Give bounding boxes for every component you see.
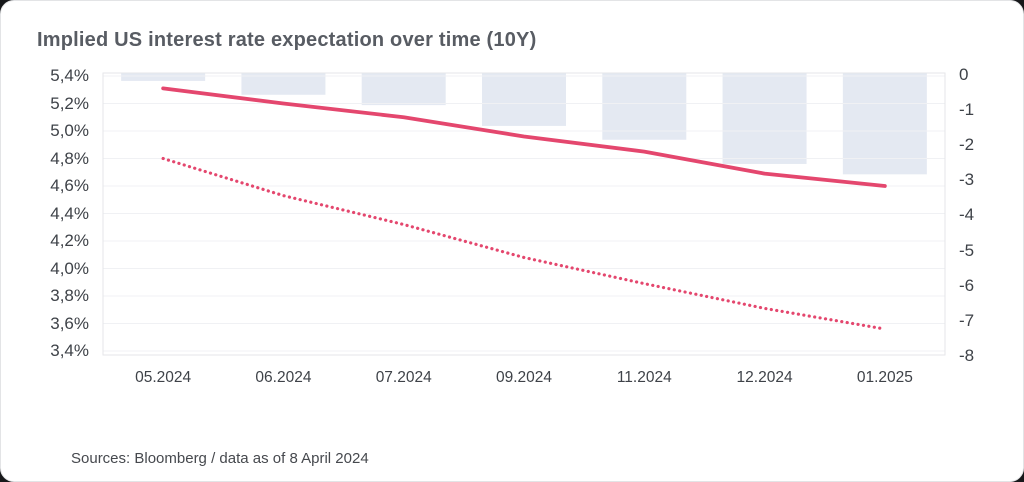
y-axis-right-label: -2 (959, 135, 975, 155)
grid-lines (103, 75, 945, 352)
y-axis-left-label: 4,2% (50, 231, 89, 250)
x-axis-label: 06.2024 (255, 369, 312, 386)
y-axis-left-label: 4,8% (50, 148, 89, 168)
chart-title: Implied US interest rate expectation ove… (37, 29, 537, 51)
x-axis-label: 07.2024 (375, 369, 432, 386)
y-axis-right-label: 0 (959, 65, 969, 84)
plot-border (102, 72, 946, 356)
cut-bar (722, 73, 807, 164)
y-axis-right-label: -4 (959, 205, 975, 225)
cut-bar (361, 73, 446, 106)
source-note: Sources: Bloomberg / data as of 8 April … (71, 450, 369, 467)
x-axis-label: 05.2024 (135, 369, 192, 386)
y-axis-left-label: 4,6% (50, 176, 89, 195)
y-axis-left-label: 4,0% (50, 258, 89, 278)
cut-bar (842, 73, 927, 175)
cut-bars (121, 73, 927, 175)
x-axis-label: 09.2024 (495, 369, 553, 386)
x-axis-label: 01.2025 (856, 369, 913, 386)
y-axis-right-label: -1 (959, 100, 975, 120)
y-axis-left-label: 5,2% (50, 93, 89, 113)
x-axis-label: 11.2024 (616, 369, 672, 386)
dotted-rate-line (161, 156, 887, 331)
y-axis-left-label: 3,8% (50, 286, 89, 305)
y-axis-right-label: -7 (959, 310, 975, 330)
cut-bar (602, 73, 687, 140)
y-axis-left-label: 3,4% (50, 341, 89, 360)
solid-rate-line (161, 86, 887, 188)
y-axis-left-label: 5,0% (50, 121, 89, 140)
cut-bar (121, 73, 206, 81)
x-axis-label: 12.2024 (736, 369, 793, 386)
y-axis-right-label: -3 (959, 170, 975, 190)
y-axis-left-label: 3,6% (50, 313, 89, 333)
cut-bar (241, 73, 326, 95)
y-axis-right-label: -6 (959, 275, 975, 295)
y-axis-left-label: 4,4% (50, 203, 89, 223)
y-axis-left-label: 5,4% (50, 66, 89, 85)
y-axis-right-label: -8 (959, 345, 975, 365)
y-axis-right-label: -5 (959, 240, 975, 260)
cut-bar (482, 73, 566, 126)
